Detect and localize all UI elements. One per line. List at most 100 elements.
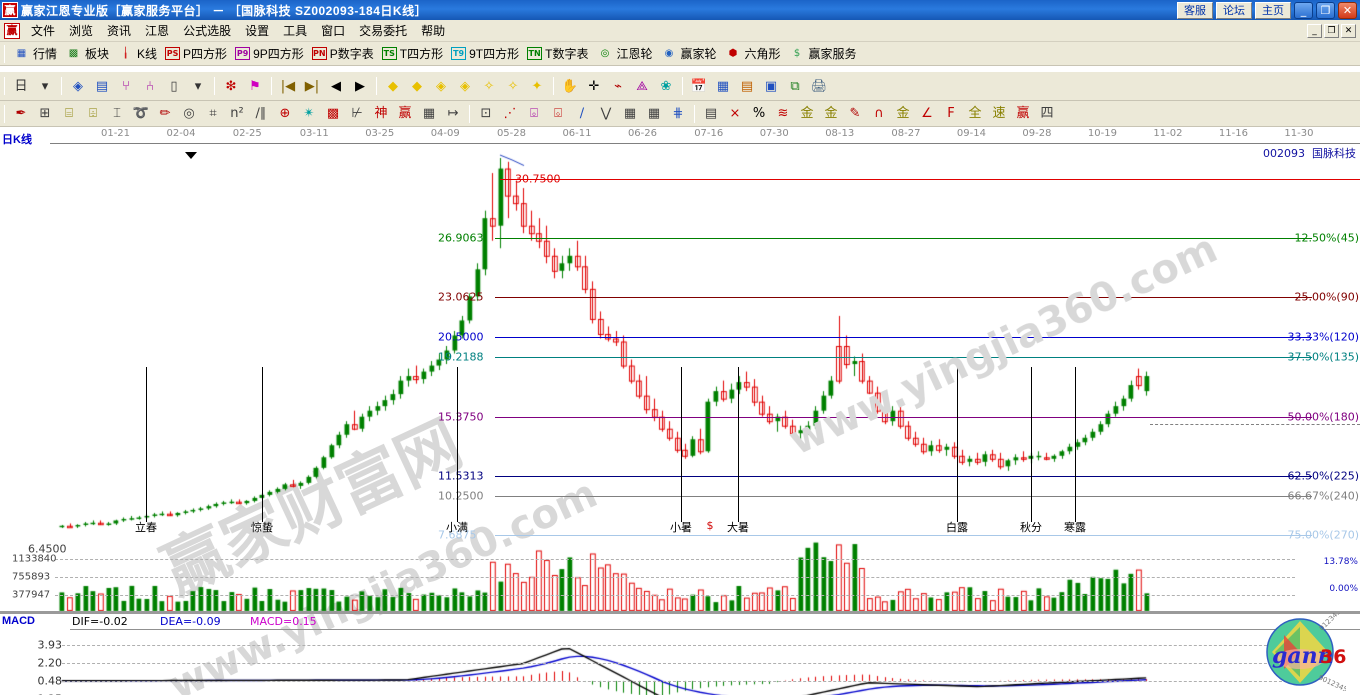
chart-area[interactable]: 日K线 01-21 02-04 02-25 03-11 03-25 04-09 05-28 0… [0, 127, 1360, 695]
toolbar-span-icon[interactable]: ↦ [441, 101, 465, 126]
toolbar-multi-chart-3-icon[interactable]: ⑂ [114, 72, 138, 100]
customer-service-button[interactable]: 客服 [1177, 1, 1213, 19]
volume-panel[interactable]: 1133840 755893 377947 13.78% 0.00% [0, 537, 1360, 612]
mdi-close-button[interactable]: ✕ [1341, 23, 1356, 38]
toolbar-copy-icon[interactable]: ⧉ [783, 72, 807, 100]
menu-item-settings[interactable]: 设置 [245, 24, 270, 38]
toolbar-contract-icon[interactable]: ✧ [501, 72, 525, 100]
toolbar-percent-line-icon[interactable]: ≋ [771, 101, 795, 126]
toolbar-crosshair-tool-icon[interactable]: ✛ [582, 72, 606, 100]
toolbar-gann-box-gold-icon[interactable]: ⌹ [81, 101, 105, 126]
homepage-button[interactable]: 主页 [1255, 1, 1291, 19]
toolbar-time-cycle-icon[interactable]: ⌶ [105, 101, 129, 126]
close-button[interactable]: ✕ [1338, 1, 1357, 19]
toolbar-t9-square-icon[interactable]: T9 9T四方形 [447, 42, 523, 65]
maximize-button[interactable]: ❐ [1316, 1, 1335, 19]
toolbar-book-icon[interactable]: ▤ [699, 101, 723, 126]
toolbar-last-page-icon[interactable]: ▶| [300, 72, 324, 100]
toolbar-gann-grid-icon[interactable]: ⊞ [33, 101, 57, 126]
toolbar-zoom-in-icon[interactable]: ◈ [429, 72, 453, 100]
down-triangle-marker[interactable] [185, 152, 197, 159]
forum-button[interactable]: 论坛 [1216, 1, 1252, 19]
toolbar-gold-underline-icon[interactable]: 金 [891, 101, 915, 126]
toolbar-ts-square-icon[interactable]: TS T四方形 [378, 42, 447, 65]
toolbar-grid-fine-icon[interactable]: ▦ [618, 101, 642, 126]
toolbar-pn-number-icon[interactable]: PN P数字表 [308, 42, 378, 65]
toolbar-report-icon[interactable]: ▤ [90, 72, 114, 100]
menu-item-help[interactable]: 帮助 [421, 24, 446, 38]
toolbar-angles-icon[interactable]: ∕∥ [249, 101, 273, 126]
toolbar-winner-wheel-icon[interactable]: ◉ 赢家轮 [656, 42, 720, 65]
toolbar-period-dropdown-arrow[interactable]: ▾ [33, 72, 57, 100]
toolbar-print-icon[interactable]: 🖨 [807, 72, 831, 100]
toolbar-panel-icon[interactable]: ⊡ [474, 101, 498, 126]
toolbar-analysis-icon[interactable]: ❇ [219, 72, 243, 100]
toolbar-shift-icon[interactable]: ✦ [525, 72, 549, 100]
menu-item-formula-screen[interactable]: 公式选股 [183, 24, 232, 38]
toolbar-percent-cross-icon[interactable]: ⨯ [723, 101, 747, 126]
mdi-minimize-button[interactable]: _ [1307, 23, 1322, 38]
macd-panel[interactable]: MACD DIF=-0.02 DEA=-0.09 MACD=0.15 3.93 2… [0, 615, 1360, 695]
toolbar-shen-tool-icon[interactable]: 神 [369, 101, 393, 126]
toolbar-zoom-right-icon[interactable]: ◆ [405, 72, 429, 100]
toolbar-brain-tool-icon[interactable]: ❀ [654, 72, 678, 100]
minimize-button[interactable]: _ [1294, 1, 1313, 19]
toolbar-ying-line-icon[interactable]: 赢 [1011, 101, 1035, 126]
toolbar-tn-number-icon[interactable]: TN T数字表 [523, 42, 592, 65]
toolbar-document-icon[interactable]: ▤ [735, 72, 759, 100]
toolbar-percent-icon[interactable]: % [747, 101, 771, 126]
toolbar-sectors-icon[interactable]: ▩ 板块 [61, 42, 113, 65]
menu-item-file[interactable]: 文件 [31, 24, 56, 38]
menu-item-gann[interactable]: 江恩 [145, 24, 170, 38]
toolbar-f-line-icon[interactable]: F [939, 101, 963, 126]
dollar-event-marker[interactable]: $ [706, 519, 714, 532]
toolbar-four-line-icon[interactable]: 四 [1035, 101, 1059, 126]
toolbar-red-box-icon[interactable]: ⌺ [546, 101, 570, 126]
toolbar-bracket-icon[interactable]: ⊬ [345, 101, 369, 126]
toolbar-grid-coarse-icon[interactable]: ▦ [642, 101, 666, 126]
toolbar-ink-pen-icon[interactable]: ✎ [843, 101, 867, 126]
toolbar-multi-chart-9-icon[interactable]: ⑃ [138, 72, 162, 100]
menu-item-window[interactable]: 窗口 [321, 24, 346, 38]
toolbar-overlay-icon[interactable]: ◈ [66, 72, 90, 100]
toolbar-ying-tool-icon[interactable]: 赢 [393, 101, 417, 126]
toolbar-zoom-left-icon[interactable]: ◆ [381, 72, 405, 100]
toolbar-slope-icon[interactable]: ∠ [915, 101, 939, 126]
toolbar-candlestick-icon[interactable]: ╽ K线 [113, 42, 161, 65]
toolbar-next-icon[interactable]: ▶ [348, 72, 372, 100]
menu-item-news[interactable]: 资讯 [107, 24, 132, 38]
toolbar-star-cross-icon[interactable]: ✴ [297, 101, 321, 126]
toolbar-dollar-service-icon[interactable]: $ 赢家服务 [785, 42, 861, 65]
menu-item-browse[interactable]: 浏览 [69, 24, 94, 38]
toolbar-spiral-icon[interactable]: ➰ [129, 101, 153, 126]
toolbar-pen-tool-icon[interactable]: ✒ [9, 101, 33, 126]
toolbar-trend-line-icon[interactable]: ∕ [570, 101, 594, 126]
toolbar-gann-fan-gold-icon[interactable]: ⌸ [57, 101, 81, 126]
toolbar-gann-wheel-icon[interactable]: ◎ 江恩轮 [592, 42, 656, 65]
toolbar-grid-box-icon[interactable]: ▩ [321, 101, 345, 126]
toolbar-period-select[interactable]: 日 [9, 72, 33, 100]
toolbar-table-icon[interactable]: ▦ [711, 72, 735, 100]
toolbar-prev-icon[interactable]: ◀ [324, 72, 348, 100]
toolbar-red-arc-icon[interactable]: ∩ [867, 101, 891, 126]
toolbar-channel-icon[interactable]: ⋕ [666, 101, 690, 126]
toolbar-p9-square-icon[interactable]: P9 9P四方形 [231, 42, 308, 65]
toolbar-measure-tool-icon[interactable]: ⌁ [606, 72, 630, 100]
toolbar-marker-pen-icon[interactable]: ✏ [153, 101, 177, 126]
toolbar-purple-box-icon[interactable]: ⌻ [522, 101, 546, 126]
toolbar-flag-icon[interactable]: ⚑ [243, 72, 267, 100]
toolbar-calendar-icon[interactable]: 📅 [687, 72, 711, 100]
toolbar-first-page-icon[interactable]: |◀ [276, 72, 300, 100]
toolbar-gold-circle-icon[interactable]: 金 [795, 101, 819, 126]
toolbar-speed-line-icon[interactable]: 速 [987, 101, 1011, 126]
toolbar-gold-slope-icon[interactable]: 全 [963, 101, 987, 126]
toolbar-ladder-icon[interactable]: ⌗ [201, 101, 225, 126]
toolbar-mesh-icon[interactable]: ▦ [417, 101, 441, 126]
mdi-restore-button[interactable]: ❐ [1324, 23, 1339, 38]
toolbar-gold-line-icon[interactable]: 金 [819, 101, 843, 126]
toolbar-wave-icon[interactable]: ⋁ [594, 101, 618, 126]
price-panel[interactable]: 30.7500 26.9063 12.50%(45) 23.0625 25.00%(90… [0, 149, 1360, 556]
toolbar-red-fan-icon[interactable]: ⋰ [498, 101, 522, 126]
toolbar-zoom-out-icon[interactable]: ◈ [453, 72, 477, 100]
toolbar-target-icon[interactable]: ⊕ [273, 101, 297, 126]
